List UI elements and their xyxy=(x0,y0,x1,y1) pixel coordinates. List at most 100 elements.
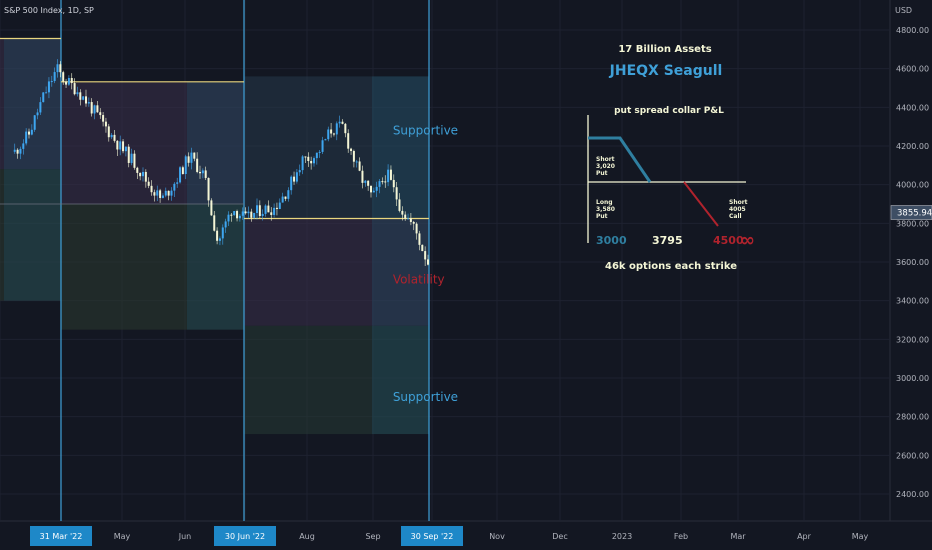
x-tick-label: Apr xyxy=(797,532,812,541)
time-axis-panel xyxy=(0,521,932,550)
x-tick-label: May xyxy=(852,532,869,541)
candle-body xyxy=(65,81,68,85)
strike-high: 4500 xyxy=(713,234,744,247)
candle-body xyxy=(358,161,361,171)
candle-body xyxy=(167,190,170,196)
y-tick-label: 4600.00 xyxy=(896,65,929,74)
candle-body xyxy=(344,123,347,134)
zone-label: Supportive xyxy=(393,123,458,137)
price-tag-box xyxy=(890,205,932,220)
x-tick-label: Jun xyxy=(178,532,192,541)
candle-body xyxy=(295,172,298,182)
candle-body xyxy=(421,244,424,252)
x-tick-highlight xyxy=(214,526,276,546)
short-call-label: 4005 xyxy=(729,206,746,213)
candle-body xyxy=(76,92,79,95)
candle-body xyxy=(139,172,142,177)
candle-body xyxy=(179,167,182,183)
candle-body xyxy=(104,121,107,127)
candle-body xyxy=(247,211,250,214)
strike-low: 3000 xyxy=(596,234,627,247)
assets-text: 17 Billion Assets xyxy=(618,44,711,55)
candle-body xyxy=(355,161,358,163)
candle-body xyxy=(70,77,73,84)
candle-body xyxy=(119,141,122,150)
candle-body xyxy=(170,190,173,196)
candle-body xyxy=(30,129,33,135)
candle-body xyxy=(102,115,105,122)
pl-footer: 46k options each strike xyxy=(605,261,737,272)
candle-body xyxy=(150,185,153,193)
candle-body xyxy=(190,152,193,163)
x-tick-highlight xyxy=(401,526,463,546)
range-box-highlight xyxy=(4,169,61,301)
candle-body xyxy=(19,148,22,154)
range-box xyxy=(244,218,430,326)
candle-body xyxy=(124,146,127,152)
candle-body xyxy=(198,171,201,174)
candle-body xyxy=(130,153,133,163)
candle-body xyxy=(122,141,125,152)
strike-mid: 3795 xyxy=(652,234,683,247)
candle-body xyxy=(381,181,384,183)
y-tick-label: 3400.00 xyxy=(896,297,929,306)
candle-body xyxy=(176,182,179,184)
price-tag-value: 3855.94 xyxy=(897,209,932,219)
candle-body xyxy=(264,205,267,214)
x-tick-label: Nov xyxy=(489,532,505,541)
candle-body xyxy=(127,146,130,163)
y-tick-label: 2600.00 xyxy=(896,451,929,460)
candle-body xyxy=(207,177,210,201)
candle-body xyxy=(315,152,318,159)
candle-body xyxy=(193,152,196,159)
candle-body xyxy=(352,151,355,162)
candle-body xyxy=(290,176,293,191)
zone-label: Volatility xyxy=(393,272,445,286)
candle-body xyxy=(204,170,207,178)
candle-body xyxy=(216,230,219,241)
pl-annotation: 17 Billion Assets JHEQX Seagull put spread… xyxy=(587,44,755,272)
candle-body xyxy=(50,81,53,83)
candle-body xyxy=(33,115,36,130)
candle-body xyxy=(398,199,401,211)
short-put-label: Short xyxy=(596,156,615,163)
y-tick-label: 4000.00 xyxy=(896,181,929,190)
candle-body xyxy=(275,207,278,210)
candle-body xyxy=(236,211,239,219)
candle-body xyxy=(424,251,427,260)
candle-body xyxy=(387,169,390,183)
y-tick-label: 4400.00 xyxy=(896,103,929,112)
candle-body xyxy=(404,214,407,219)
candle-body xyxy=(409,218,412,222)
y-tick-label: 3600.00 xyxy=(896,258,929,267)
candle-body xyxy=(13,149,16,152)
candle-body xyxy=(141,171,144,177)
y-tick-label: 3200.00 xyxy=(896,335,929,344)
candle-body xyxy=(96,105,99,113)
candle-body xyxy=(238,215,241,219)
candle-body xyxy=(415,223,418,234)
candle-body xyxy=(45,92,48,94)
candle-body xyxy=(310,160,313,164)
short-put-label: 3,020 xyxy=(596,163,615,170)
candle-body xyxy=(350,148,353,152)
pl-subtitle: put spread collar P&L xyxy=(614,106,724,116)
short-call-label: Call xyxy=(729,213,742,220)
candle-body xyxy=(367,180,370,186)
candle-body xyxy=(25,131,28,144)
y-tick-label: 3000.00 xyxy=(896,374,929,383)
candle-body xyxy=(392,179,395,188)
candle-body xyxy=(90,102,93,114)
candle-body xyxy=(261,213,264,216)
candle-body xyxy=(153,192,156,196)
candle-body xyxy=(144,171,147,182)
pl-call-leg xyxy=(683,181,719,227)
x-tick-label: 30 Sep '22 xyxy=(411,532,454,541)
x-tick-label: Dec xyxy=(552,532,567,541)
candle-body xyxy=(395,187,398,200)
candle-body xyxy=(307,156,310,161)
candle-body xyxy=(241,211,244,216)
candle-body xyxy=(173,183,176,191)
candle-body xyxy=(196,158,199,172)
